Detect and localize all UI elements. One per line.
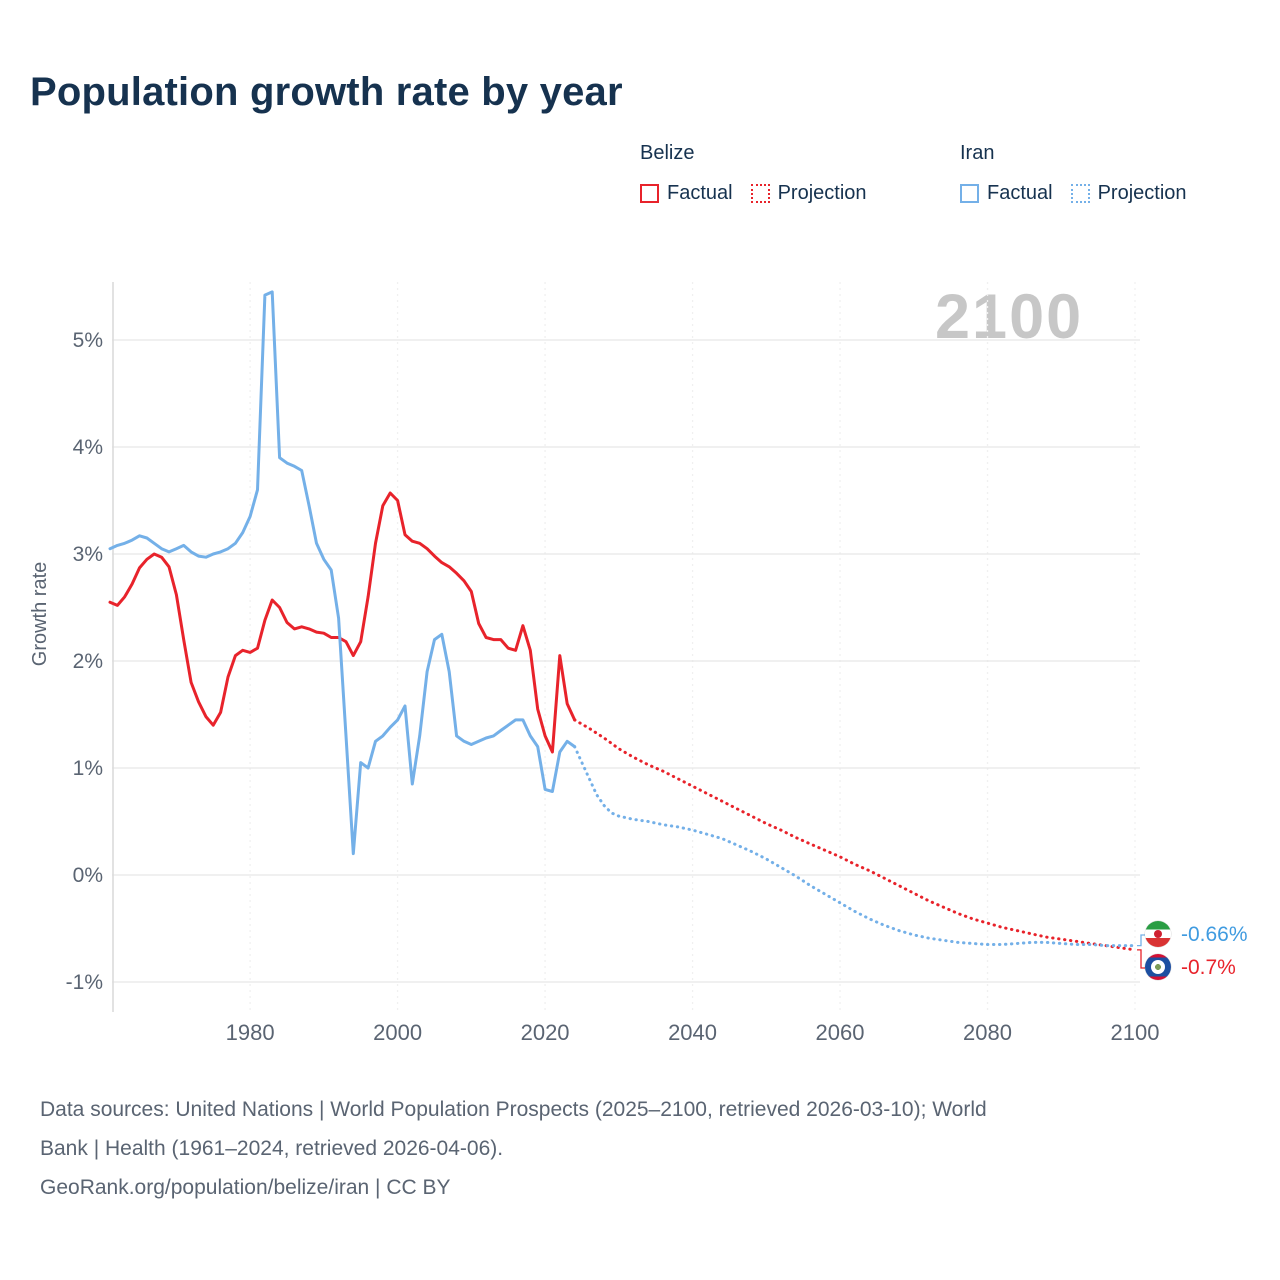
x-tick-label-2100: 2100 [1111,1020,1160,1045]
grid-layer [112,282,1140,1012]
legend-item-label: Factual [667,182,733,204]
x-tick-label-2020: 2020 [521,1020,570,1045]
legend-country-iran: Iran [960,142,995,164]
data-sources-line-1: Data sources: United Nations | World Pop… [40,1098,987,1121]
belize-flag-icon [1145,954,1171,980]
y-tick-label--1: -1% [66,971,103,994]
series-iran-projection-line [573,745,1137,948]
x-tick-label-2060: 2060 [816,1020,865,1045]
legend-group-belize: Belize Factual Projection [640,142,867,205]
series-belize-projection-line [573,718,1137,952]
legend-item-label: Projection [1097,182,1187,204]
y-tick-label-0: 0% [73,864,103,887]
belize-factual-swatch-icon [640,184,659,203]
series-belize-factual-line [108,491,577,754]
belize-end-value: -0.7% [1181,956,1236,979]
iran-label-connector [1137,934,1145,947]
y-tick-label-1: 1% [73,757,103,780]
iran-projection-swatch-icon [1070,184,1090,203]
data-sources-line-2: Bank | Health (1961–2024, retrieved 2026… [40,1137,504,1160]
x-tick-label-2000: 2000 [373,1020,422,1045]
attribution-line: GeoRank.org/population/belize/iran | CC … [40,1176,451,1199]
y-tick-label-5: 5% [73,329,103,352]
legend-item-iran-projection[interactable]: Projection [1070,182,1187,205]
legend-group-iran: Iran Factual Projection [960,142,1187,205]
belize-label-connector [1137,949,1145,969]
belize-projection-swatch-icon [750,184,770,203]
footer: Data sources: United Nations | World Pop… [40,1090,1230,1207]
x-tick-label-1980: 1980 [226,1020,275,1045]
legend-item-label: Projection [777,182,867,204]
y-tick-label-3: 3% [73,543,103,566]
legend-country-belize: Belize [640,142,695,164]
page-title: Population growth rate by year [30,70,623,114]
iran-flag-icon [1145,921,1171,947]
iran-end-value: -0.66% [1181,923,1248,946]
x-tick-label-2040: 2040 [668,1020,717,1045]
x-tick-label-2080: 2080 [963,1020,1012,1045]
y-tick-label-2: 2% [73,650,103,673]
series-iran-factual-line [108,290,577,856]
connector-layer [1137,934,1145,969]
axis-labels-layer: 1980 2000 2020 2040 2060 2080 2100 5% 4% 3% 2% 1% 0%… [66,329,1160,1045]
series-layer [108,290,1137,952]
legend-item-belize-factual[interactable]: Factual [640,182,733,205]
y-tick-label-4: 4% [73,436,103,459]
legend-item-label: Factual [987,182,1053,204]
y-axis-title: Growth rate [29,562,51,666]
iran-factual-swatch-icon [960,184,979,203]
legend-item-belize-projection[interactable]: Projection [750,182,867,205]
legend-item-iran-factual[interactable]: Factual [960,182,1053,205]
